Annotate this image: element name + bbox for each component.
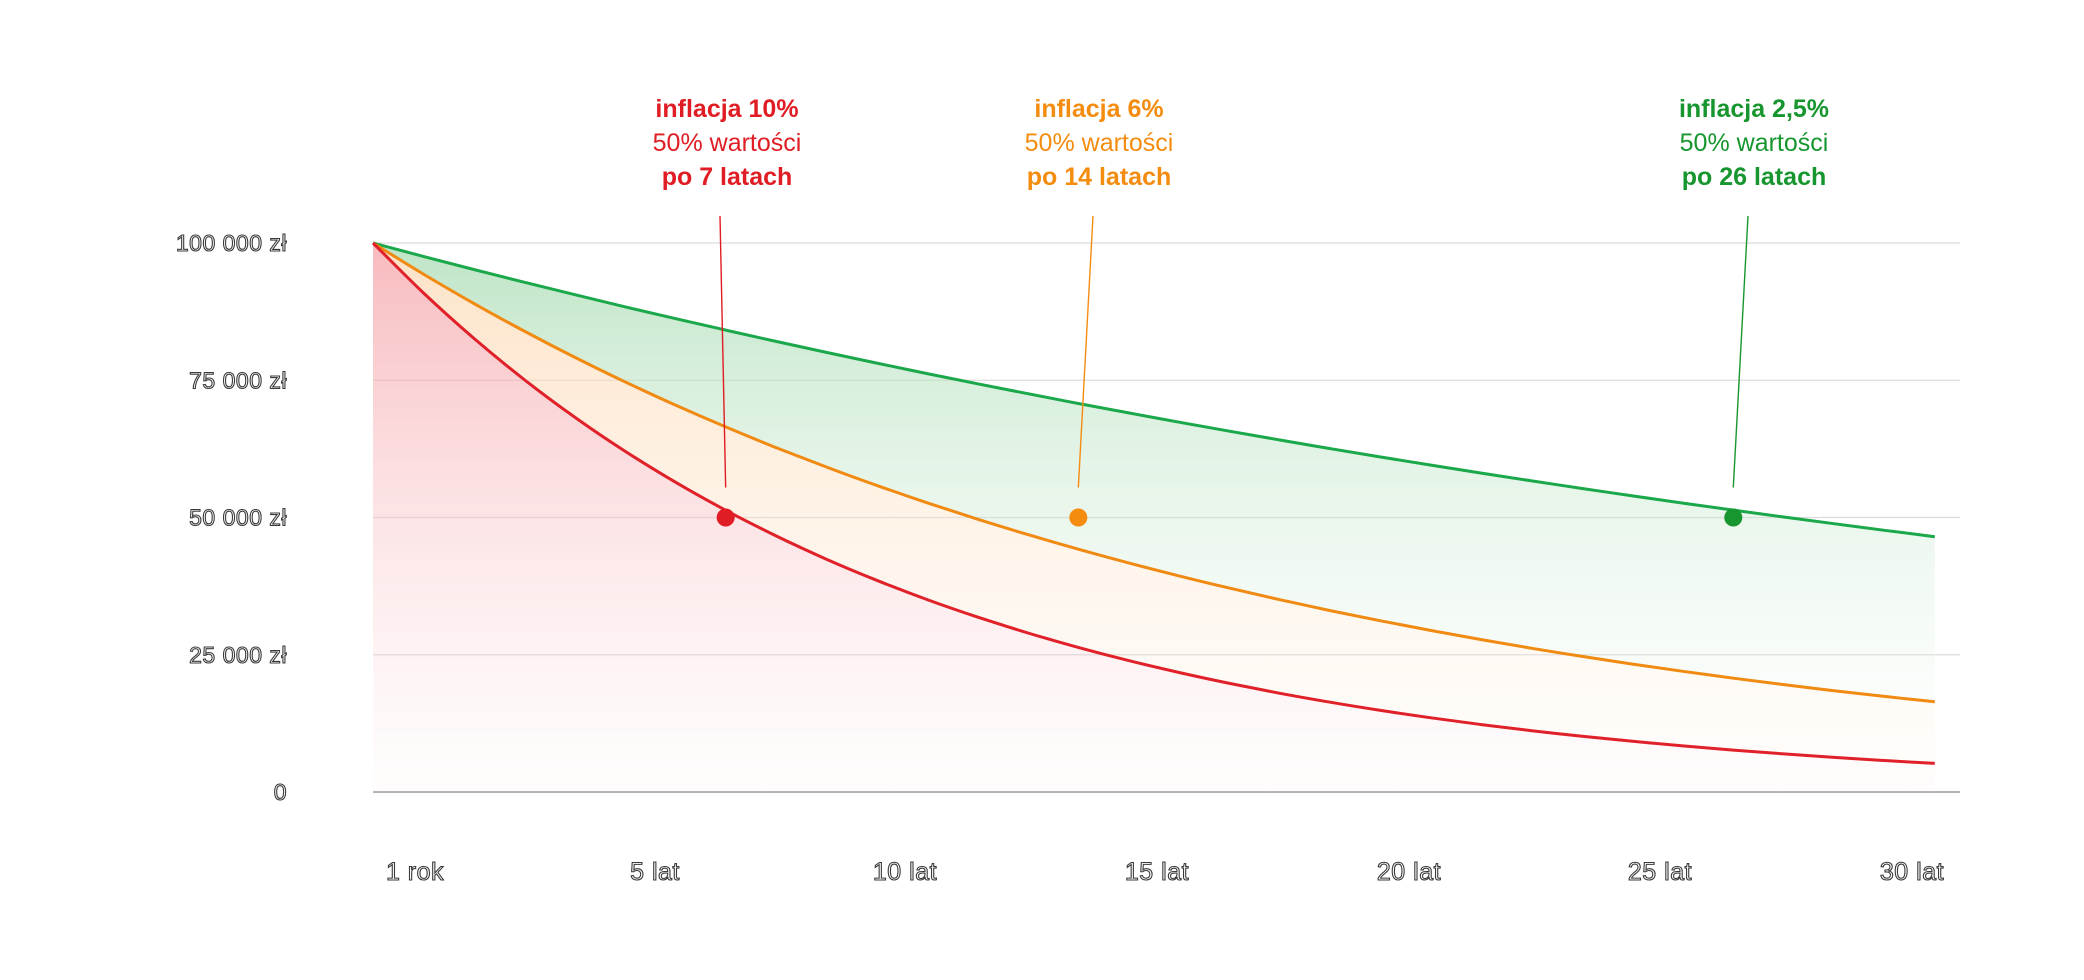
annotation-point (1069, 508, 1088, 527)
x-tick-label: 25 lat (1628, 858, 1692, 886)
annotation-label: 50% wartości (1680, 129, 1829, 157)
annotation-leader-line (1732, 215, 1749, 488)
annotation-label: po 26 latach (1682, 163, 1827, 191)
series-lines (371, 241, 1935, 765)
annotation-label: inflacja 10% (655, 95, 798, 123)
annotation-leader-lines (719, 215, 1749, 488)
x-tick-label: 5 lat (630, 858, 680, 886)
annotation-point (716, 508, 735, 527)
annotation-label: po 7 latach (662, 163, 793, 191)
y-axis-tick-labels: 0 25 000 zł 50 000 zł 75 000 zł 100 000 zł (175, 229, 287, 805)
x-tick-label: 30 lat (1880, 858, 1944, 886)
annotation-point (1724, 508, 1743, 527)
annotation-leader-line (719, 215, 727, 488)
y-tick-label: 100 000 zł (176, 230, 287, 256)
annotation-label: inflacja 6% (1034, 95, 1163, 123)
area-fills (373, 243, 1935, 792)
x-tick-label: 10 lat (873, 858, 937, 886)
annotation-labels: inflacja 10% 50% wartości po 7 latach infla… (653, 95, 1829, 191)
annotation-points (716, 508, 1743, 527)
annotation-label: 50% wartości (653, 129, 802, 157)
red-area-fill (373, 243, 1935, 792)
orange-area-fill (373, 243, 1935, 764)
x-tick-label: 1 rok (386, 858, 444, 886)
x-tick-label: 20 lat (1377, 858, 1441, 886)
green-series-line (372, 241, 1935, 539)
y-tick-label: 25 000 zł (189, 642, 287, 668)
orange-series-line (372, 241, 1935, 704)
x-tick-label: 15 lat (1125, 858, 1189, 886)
annotation-label: inflacja 2,5% (1679, 95, 1829, 123)
y-tick-label: 0 (274, 779, 287, 805)
red-series-line (371, 241, 1935, 765)
annotation-label: 50% wartości (1025, 129, 1174, 157)
x-axis-tick-labels: 1 rok 5 lat 10 lat 15 lat 20 lat 25 lat 30 lat (385, 857, 1944, 886)
green-area-fill (373, 243, 1935, 702)
y-tick-label: 75 000 zł (189, 367, 287, 393)
annotation-leader-line (1077, 215, 1094, 488)
y-tick-label: 50 000 zł (189, 505, 287, 531)
annotation-label: po 14 latach (1027, 163, 1172, 191)
